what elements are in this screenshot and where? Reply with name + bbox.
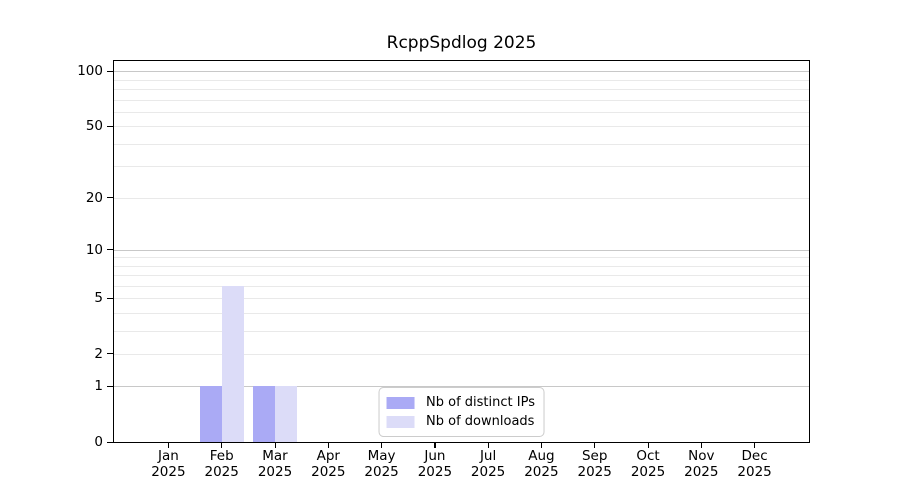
y-tick-label-10: 10 [85,241,103,258]
x-tick-mark-mar [274,443,276,448]
y-tick-label-100: 100 [77,63,103,80]
legend-label-downloads: Nb of downloads [426,414,535,429]
y-tick-label-0: 0 [94,434,103,450]
x-tick-mark-dec [754,443,756,448]
y-gridline-major-1 [114,386,809,388]
y-gridline-minor-20 [114,197,809,199]
x-tick-mark-aug [540,443,543,448]
y-gridline-minor-2 [114,353,809,355]
plot-area: Nb of distinct IPs Nb of downloads [113,60,810,443]
y-gridline-minor-8 [114,265,809,267]
bar-nb-of-downloads-feb [221,285,244,442]
y-gridline-minor-5 [114,298,809,300]
y-gridline-major-100 [114,71,809,73]
y-tick-label-50: 50 [85,118,103,135]
x-tick-mark-sep [594,443,596,448]
bar-nb-of-distinct-ips-mar [253,386,275,442]
y-gridline-minor-7 [114,275,809,276]
y-gridline-minor-70 [114,99,809,101]
y-gridline-minor-40 [114,143,809,145]
y-gridline-minor-90 [114,79,809,81]
legend-swatch-distinct-ips [386,396,415,409]
x-tick-mark-oct [647,443,649,448]
chart-title: RcppSpdlog 2025 [386,33,537,53]
y-tick-mark-10 [107,249,113,251]
x-tick-label-feb: Feb 2025 [204,448,239,480]
y-tick-mark-50 [107,125,113,127]
x-tick-mark-jul [487,443,489,448]
bar-nb-of-distinct-ips-feb [199,386,222,442]
y-gridline-minor-9 [114,257,809,259]
x-tick-mark-nov [700,443,702,448]
y-gridline-minor-6 [114,285,809,287]
y-tick-mark-100 [107,70,113,73]
y-tick-mark-5 [107,297,113,299]
legend-label-distinct-ips: Nb of distinct IPs [426,395,535,410]
legend: Nb of distinct IPs Nb of downloads [378,387,545,437]
x-tick-label-sep: Sep 2025 [577,448,612,480]
x-tick-label-aug: Aug 2025 [524,448,559,480]
x-tick-label-mar: Mar 2025 [257,448,293,480]
y-tick-mark-1 [107,385,113,387]
x-tick-mark-jun [434,443,436,448]
y-gridline-minor-4 [114,312,809,314]
x-tick-mark-apr [327,443,329,448]
x-tick-label-apr: Apr 2025 [311,448,346,480]
bar-nb-of-downloads-mar [275,386,297,442]
y-tick-mark-20 [107,197,113,199]
y-tick-label-2: 2 [94,345,103,362]
x-tick-mark-may [381,443,383,448]
legend-item-downloads: Nb of downloads [386,412,535,431]
y-gridline-minor-30 [114,166,809,168]
x-tick-label-oct: Oct 2025 [630,448,666,480]
legend-item-distinct-ips: Nb of distinct IPs [386,393,535,412]
x-tick-label-may: May 2025 [364,448,399,480]
y-gridline-minor-80 [114,89,809,91]
y-tick-mark-0 [107,441,113,443]
y-tick-label-1: 1 [94,378,103,395]
y-gridline-major-10 [114,249,809,251]
y-tick-label-20: 20 [85,189,103,206]
y-gridline-minor-3 [114,330,809,332]
x-tick-label-nov: Nov 2025 [684,448,719,480]
x-tick-label-dec: Dec 2025 [737,448,772,480]
x-tick-mark-jan [167,443,170,448]
x-tick-label-jun: Jun 2025 [417,448,453,480]
y-gridline-minor-60 [114,111,809,113]
x-tick-mark-feb [221,443,223,448]
legend-swatch-downloads [386,415,415,428]
x-tick-label-jan: Jan 2025 [151,448,186,480]
y-tick-label-5: 5 [94,290,103,307]
x-tick-label-jul: Jul 2025 [470,448,506,480]
y-gridline-minor-50 [114,126,809,128]
y-tick-mark-2 [107,353,113,355]
